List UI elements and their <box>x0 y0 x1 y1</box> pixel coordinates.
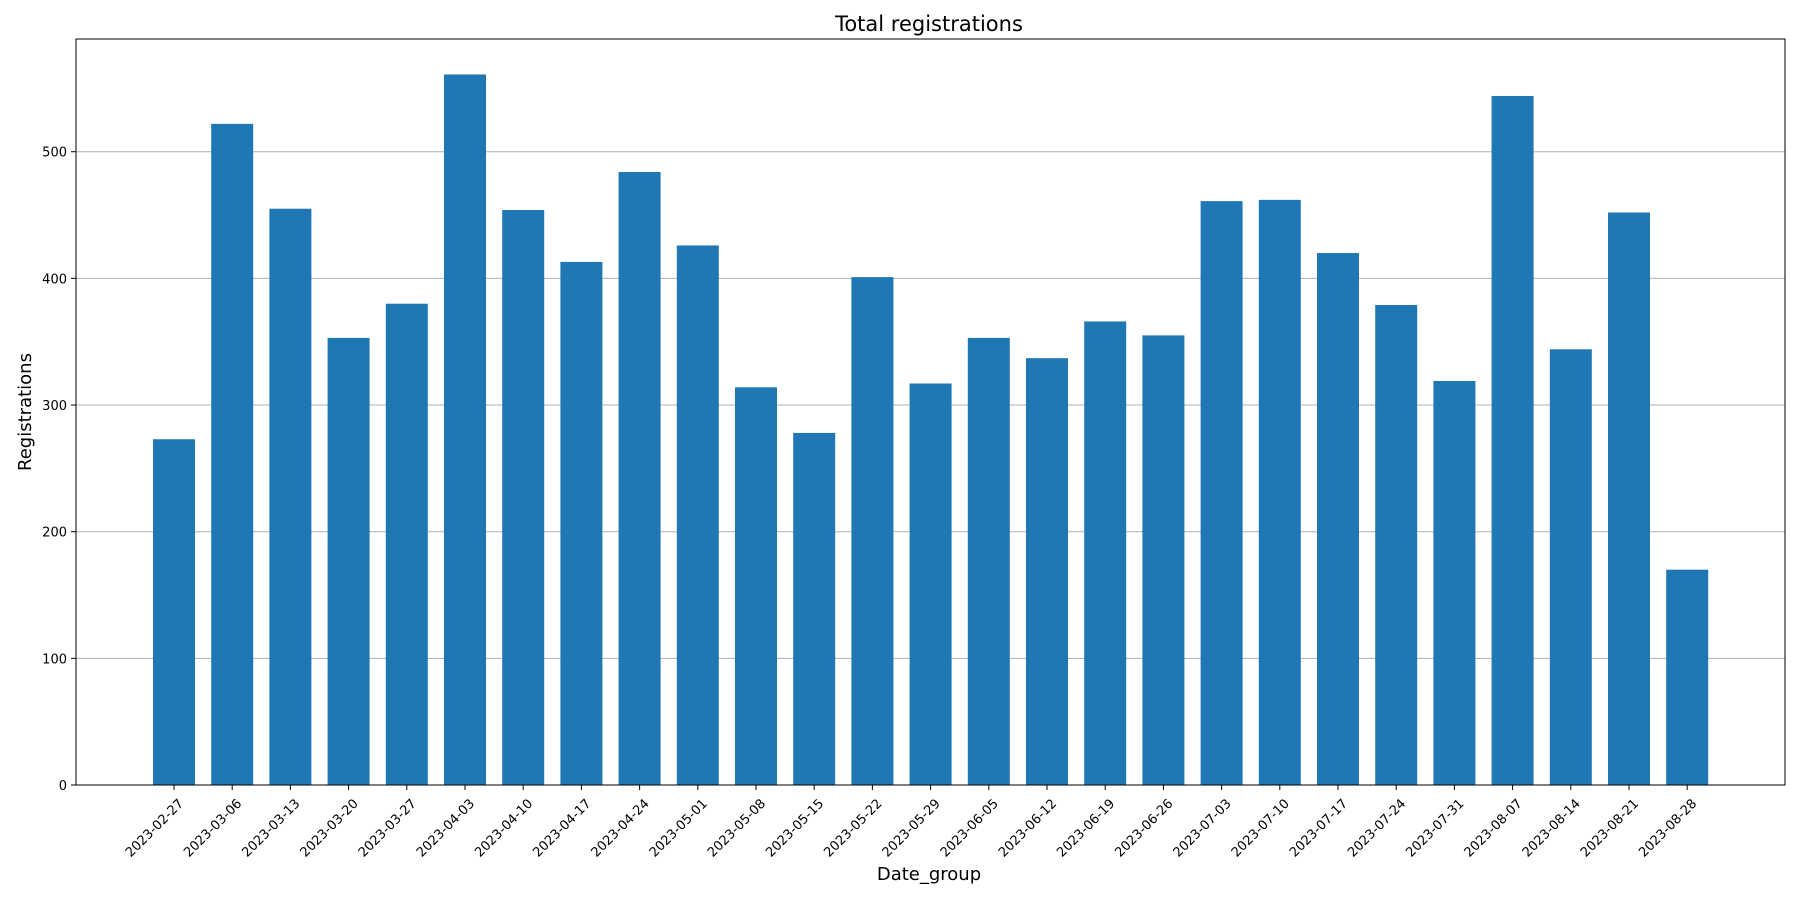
x-tick-label: 2023-04-24 <box>589 796 653 860</box>
x-tick-label: 2023-03-13 <box>239 796 303 860</box>
bar-2023-05-29 <box>909 383 952 785</box>
bar-2023-04-24 <box>618 171 661 786</box>
x-tick-label: 2023-06-12 <box>996 796 1060 860</box>
bar-2023-03-13 <box>269 208 312 786</box>
y-tick-label: 500 <box>42 146 67 161</box>
y-tick-label: 100 <box>42 652 67 667</box>
x-tick-label: 2023-06-19 <box>1054 796 1118 860</box>
bar-2023-07-17 <box>1317 253 1359 785</box>
y-tick-label: 200 <box>42 526 67 541</box>
y-axis-ticks: 0 100 200 300 400 500 <box>42 146 76 794</box>
x-tick-label: 2023-05-22 <box>821 796 885 860</box>
x-tick-label: 2023-07-03 <box>1171 796 1235 860</box>
x-tick-label: 2023-03-20 <box>298 796 362 860</box>
bar-2023-04-17 <box>560 261 603 785</box>
x-tick-label: 2023-07-10 <box>1229 796 1293 860</box>
x-tick-label: 2023-08-21 <box>1578 796 1642 860</box>
x-tick-label: 2023-06-05 <box>938 796 1002 860</box>
chart-title: Total registrations <box>834 12 1023 36</box>
x-tick-label: 2023-05-29 <box>880 796 944 860</box>
x-tick-label: 2023-07-31 <box>1403 796 1467 860</box>
x-tick-label: 2023-07-24 <box>1345 796 1409 860</box>
x-tick-label: 2023-08-07 <box>1462 796 1526 860</box>
x-tick-label: 2023-08-28 <box>1636 796 1700 860</box>
x-tick-label: 2023-05-15 <box>763 796 827 860</box>
bar-2023-08-14 <box>1549 349 1592 785</box>
bar-2023-08-28 <box>1666 569 1709 785</box>
y-tick-label: 300 <box>42 399 67 414</box>
bar-2023-06-12 <box>1026 358 1068 785</box>
y-tick-label: 0 <box>59 779 67 794</box>
x-tick-label: 2023-02-27 <box>123 796 187 860</box>
x-tick-label: 2023-08-14 <box>1520 796 1584 860</box>
x-tick-label: 2023-06-26 <box>1112 796 1176 860</box>
bar-2023-03-06 <box>211 123 254 786</box>
bar-2023-05-22 <box>851 277 894 785</box>
bar-2023-07-10 <box>1258 199 1301 785</box>
bars <box>153 74 1709 786</box>
bar-2023-05-15 <box>793 432 836 785</box>
y-axis-title: Registrations <box>15 353 36 471</box>
bar-2023-08-07 <box>1491 95 1534 786</box>
x-tick-label: 2023-04-10 <box>472 796 536 860</box>
bar-2023-07-03 <box>1200 201 1243 786</box>
x-tick-label: 2023-05-08 <box>705 796 769 860</box>
bar-2023-05-08 <box>735 387 777 785</box>
y-tick-label: 400 <box>42 272 67 287</box>
x-tick-label: 2023-04-03 <box>414 796 478 860</box>
bar-2023-08-21 <box>1608 212 1650 785</box>
x-axis-ticks: 2023-02-272023-03-062023-03-132023-03-20… <box>123 785 1700 860</box>
bar-2023-04-10 <box>502 209 545 785</box>
bar-2023-02-27 <box>153 439 195 785</box>
bar-2023-06-19 <box>1084 321 1127 785</box>
bar-2023-07-31 <box>1433 380 1476 785</box>
x-tick-label: 2023-07-17 <box>1287 796 1351 860</box>
bar-2023-06-26 <box>1142 335 1185 785</box>
bar-2023-06-05 <box>967 337 1010 785</box>
bar-2023-03-27 <box>385 303 428 785</box>
x-tick-label: 2023-03-27 <box>356 796 420 860</box>
x-axis-title: Date_group <box>877 864 981 885</box>
bar-2023-07-24 <box>1375 304 1418 785</box>
bar-2023-04-03 <box>444 74 486 785</box>
bar-2023-05-01 <box>676 245 719 785</box>
x-tick-label: 2023-05-01 <box>647 796 711 860</box>
x-tick-label: 2023-03-06 <box>181 796 245 860</box>
bar-2023-03-20 <box>327 337 370 785</box>
x-tick-label: 2023-04-17 <box>530 796 594 860</box>
